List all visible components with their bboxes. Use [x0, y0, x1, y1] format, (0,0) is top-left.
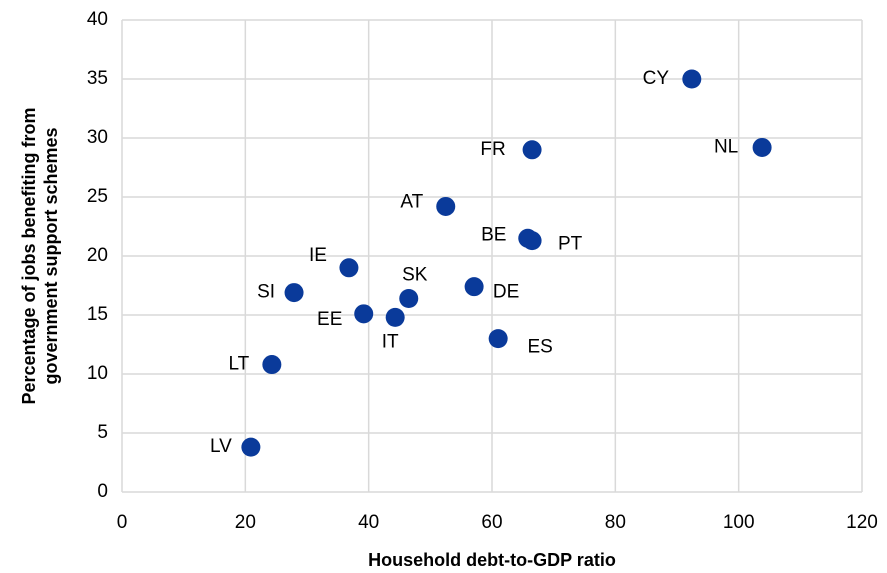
- point-label: IT: [382, 331, 399, 352]
- x-tick-label: 60: [481, 512, 502, 533]
- point: [339, 258, 359, 278]
- y-tick-label: 25: [87, 186, 108, 207]
- point-label: SI: [257, 282, 275, 303]
- y-axis-label: Percentage of jobs benefiting from gover…: [19, 107, 61, 404]
- x-tick-label: 120: [846, 512, 878, 533]
- x-tick-label: 40: [358, 512, 379, 533]
- x-tick-label: 0: [117, 512, 128, 533]
- point-label: EE: [317, 309, 342, 330]
- point: [284, 283, 304, 303]
- point: [354, 304, 374, 324]
- y-tick-label: 0: [97, 481, 108, 502]
- y-tick-label: 10: [87, 363, 108, 384]
- point-label: IE: [309, 245, 327, 266]
- point: [385, 307, 405, 327]
- x-tick-label: 100: [723, 512, 755, 533]
- point: [399, 288, 419, 308]
- point-label: SK: [402, 264, 428, 285]
- point: [262, 355, 282, 375]
- point-label: ES: [527, 337, 552, 358]
- point-label: CY: [643, 68, 670, 89]
- x-axis-label: Household debt-to-GDP ratio: [368, 550, 616, 570]
- y-tick-label: 15: [87, 304, 108, 325]
- point-label: BE: [481, 224, 506, 245]
- point: [436, 196, 456, 216]
- y-tick-label: 40: [87, 9, 108, 30]
- point-label: AT: [400, 191, 423, 212]
- point: [522, 140, 542, 160]
- y-tick-label: 20: [87, 245, 108, 266]
- x-tick-label: 80: [605, 512, 626, 533]
- point-label: PT: [558, 234, 583, 255]
- point-label: LT: [228, 354, 249, 375]
- point: [752, 137, 772, 157]
- point: [682, 69, 702, 89]
- y-axis-label-line: Percentage of jobs benefiting from: [19, 107, 39, 404]
- point-label: LV: [210, 436, 232, 457]
- point-label: FR: [480, 139, 505, 160]
- y-tick-label: 30: [87, 127, 108, 148]
- point: [464, 277, 484, 297]
- point-label: NL: [714, 136, 738, 157]
- point: [241, 437, 261, 457]
- y-tick-label: 35: [87, 68, 108, 89]
- x-tick-label: 20: [235, 512, 256, 533]
- y-axis-label-line: government support schemes: [41, 127, 61, 384]
- point: [488, 329, 508, 349]
- y-tick-label: 5: [97, 422, 108, 443]
- point-label: DE: [493, 282, 519, 303]
- point: [522, 231, 542, 251]
